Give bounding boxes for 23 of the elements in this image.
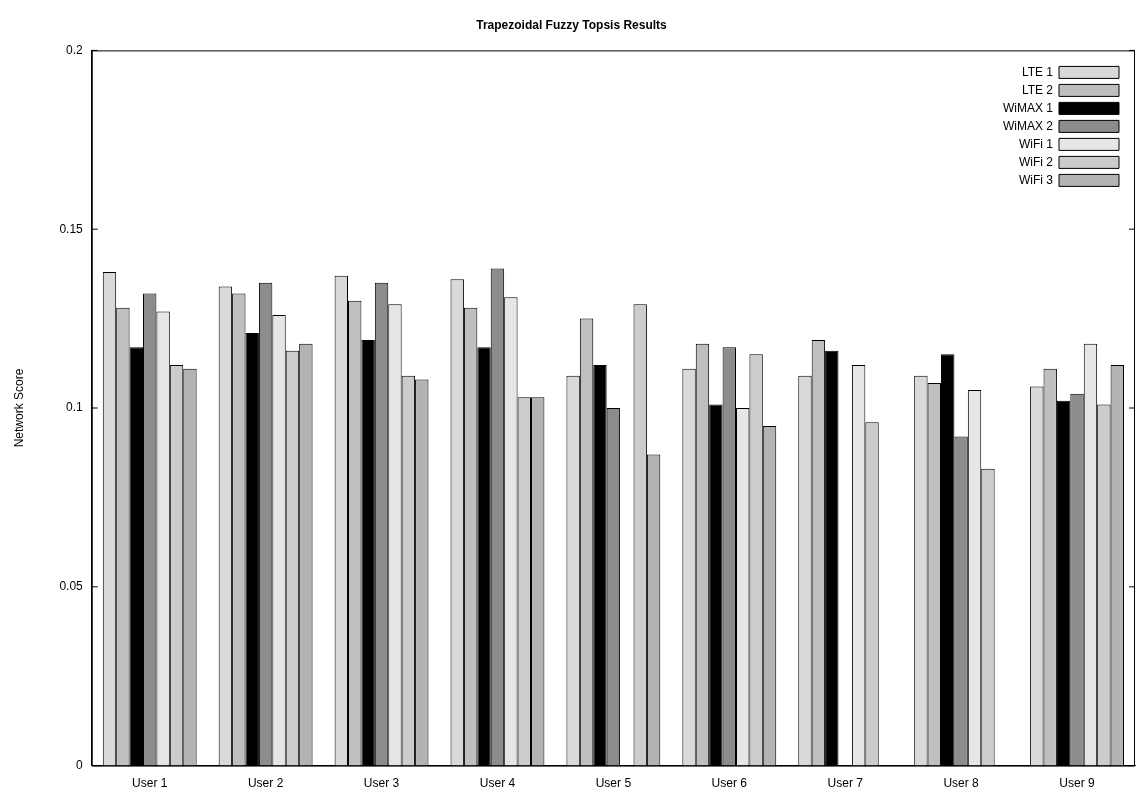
y-tick-label: 0.2 bbox=[66, 42, 84, 57]
x-tick-label: User 9 bbox=[1059, 776, 1096, 791]
legend-label: LTE 2 bbox=[1021, 82, 1054, 97]
y-tick-label: 0.05 bbox=[59, 579, 84, 594]
x-tick-label: User 8 bbox=[943, 776, 980, 791]
legend-label: WiFi 3 bbox=[1019, 172, 1054, 187]
x-tick-label: User 7 bbox=[827, 776, 864, 791]
x-tick-label: User 5 bbox=[595, 776, 632, 791]
x-tick-label: User 2 bbox=[247, 776, 284, 791]
legend-label: WiMAX 1 bbox=[1002, 100, 1054, 115]
y-tick-label: 0 bbox=[76, 757, 84, 772]
x-tick-label: User 6 bbox=[711, 776, 748, 791]
x-tick-label: User 3 bbox=[363, 776, 400, 791]
legend-label: WiMAX 2 bbox=[1002, 118, 1054, 133]
y-tick-label: 0.15 bbox=[59, 221, 84, 236]
legend-label: WiFi 1 bbox=[1019, 136, 1054, 151]
x-tick-label: User 1 bbox=[132, 776, 168, 791]
y-tick-label: 0.1 bbox=[66, 400, 84, 415]
legend-label: WiFi 2 bbox=[1019, 154, 1054, 169]
y-axis-title: Network Score bbox=[11, 368, 26, 448]
chart-title: Trapezoidal Fuzzy Topsis Results bbox=[476, 17, 668, 32]
x-tick-label: User 4 bbox=[479, 776, 516, 791]
legend-label: LTE 1 bbox=[1021, 64, 1054, 79]
